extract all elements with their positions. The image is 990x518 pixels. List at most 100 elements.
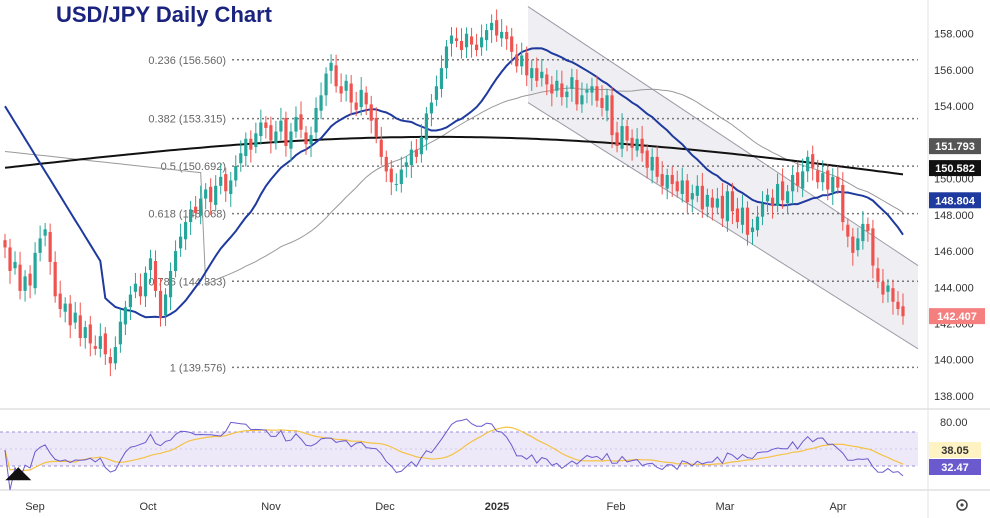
settings-button[interactable] [956, 499, 968, 511]
candle-body [58, 293, 62, 310]
candle-body [219, 176, 223, 186]
candle-body [705, 194, 709, 207]
y-tick-label: 154.000 [934, 101, 974, 113]
candle-body [364, 92, 368, 105]
candle-body [901, 306, 905, 317]
candle-body [103, 333, 107, 355]
candle-body [128, 294, 133, 308]
candle-body [168, 270, 173, 298]
candle-body [3, 240, 7, 248]
candle-body [234, 165, 238, 181]
candle-body [801, 171, 805, 189]
candle-body [419, 136, 423, 155]
candle-body [324, 73, 328, 96]
gear-icon[interactable] [956, 499, 968, 511]
candle-body [474, 44, 479, 51]
ma200-badge [929, 160, 981, 177]
candle-body [118, 321, 122, 345]
brand-logo-icon: ◢◣ [5, 465, 32, 482]
candle-body [399, 169, 403, 185]
ma200-line [4, 135, 904, 176]
ma50-badge [929, 138, 981, 155]
rsi-line [4, 418, 904, 491]
candle-body [143, 272, 148, 297]
candle-body [289, 131, 293, 149]
candle-body [846, 224, 850, 237]
candle-body [515, 54, 519, 67]
y-tick-label: 138.000 [934, 391, 974, 403]
candle-body [264, 122, 268, 128]
candle-body [645, 150, 649, 168]
last-price-badge [929, 308, 985, 325]
candle-body [675, 181, 679, 192]
candle-body [856, 238, 860, 251]
y-tick-label: 156.000 [934, 65, 974, 77]
candle-body [485, 30, 489, 41]
candle-body [660, 174, 664, 186]
candle-body [189, 209, 193, 223]
candle-body [294, 117, 298, 132]
candle-body [861, 223, 865, 242]
ma50-line [4, 87, 904, 285]
candle-body [259, 122, 263, 137]
candle-body [700, 185, 704, 210]
x-tick-label: Feb [607, 501, 626, 513]
candle-body [590, 86, 594, 93]
candle-body [254, 133, 258, 147]
candle-body [83, 327, 87, 338]
channel-lower-line [527, 102, 919, 350]
candle-body [535, 68, 539, 81]
candle-body [575, 79, 579, 105]
fib-level-label: 1 (139.576) [170, 362, 226, 374]
candle-body [148, 258, 153, 271]
candle-body [384, 156, 388, 172]
candle-body [319, 95, 323, 111]
x-tick-label: Apr [829, 501, 846, 513]
candle-body [685, 180, 689, 203]
candle-body [449, 35, 454, 44]
candle-body [199, 198, 203, 216]
candle-body [791, 174, 795, 192]
candle-body [620, 126, 624, 149]
candle-body [710, 197, 714, 208]
y-tick-label: 150.000 [934, 174, 974, 186]
candle-body [836, 176, 840, 188]
candle-body [635, 138, 639, 151]
y-tick-label: 140.000 [934, 355, 974, 367]
candle-body [214, 185, 218, 205]
candle-body [545, 74, 549, 85]
candle-body [780, 181, 785, 201]
candle-body [525, 52, 529, 76]
candle-body [540, 71, 544, 79]
candle-body [374, 117, 378, 137]
candle-body [38, 238, 42, 253]
candle-body [469, 36, 474, 45]
candle-body [344, 80, 348, 91]
candle-body [520, 55, 524, 67]
candle-body [439, 68, 444, 89]
candle-body [158, 290, 163, 319]
candle-body [434, 86, 439, 100]
candle-body [565, 91, 569, 98]
candle-body [490, 22, 494, 31]
candle-body [600, 98, 604, 108]
rsi-badge [929, 459, 981, 475]
candle-body [650, 156, 654, 171]
candle-body [53, 261, 57, 297]
candle-body [570, 77, 574, 89]
candle-body [249, 138, 253, 150]
candle-body [871, 228, 875, 266]
candle-body [178, 236, 183, 249]
candle-body [715, 198, 719, 208]
candle-body [610, 95, 614, 136]
candle-body [138, 286, 143, 297]
candle-body [585, 89, 589, 93]
candle-body [48, 232, 52, 262]
candle-body [720, 195, 724, 219]
candle-body [224, 174, 228, 192]
candle-body [505, 31, 509, 40]
candle-body [304, 132, 308, 145]
candle-body [108, 357, 112, 364]
candle-body [153, 261, 158, 291]
